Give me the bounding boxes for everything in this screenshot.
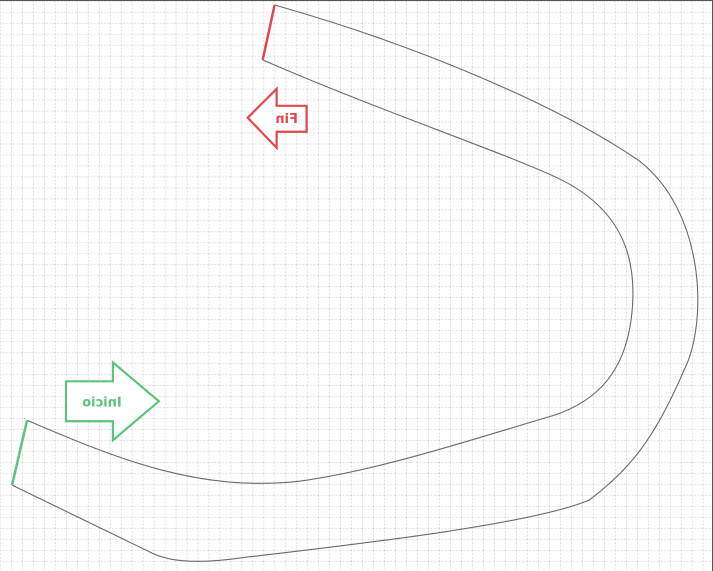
finish-arrow-label: Fin [275, 112, 298, 127]
start-line [10, 419, 29, 486]
start-arrow: Inicio [64, 359, 161, 443]
finish-line [261, 4, 276, 61]
start-arrow-icon [64, 359, 161, 443]
track-inner-edge [26, 59, 634, 484]
track-outer-edge [11, 4, 699, 562]
start-arrow-label: Inicio [82, 395, 122, 410]
finish-arrow: Fin [246, 86, 308, 151]
finish-arrow-icon [246, 86, 308, 151]
